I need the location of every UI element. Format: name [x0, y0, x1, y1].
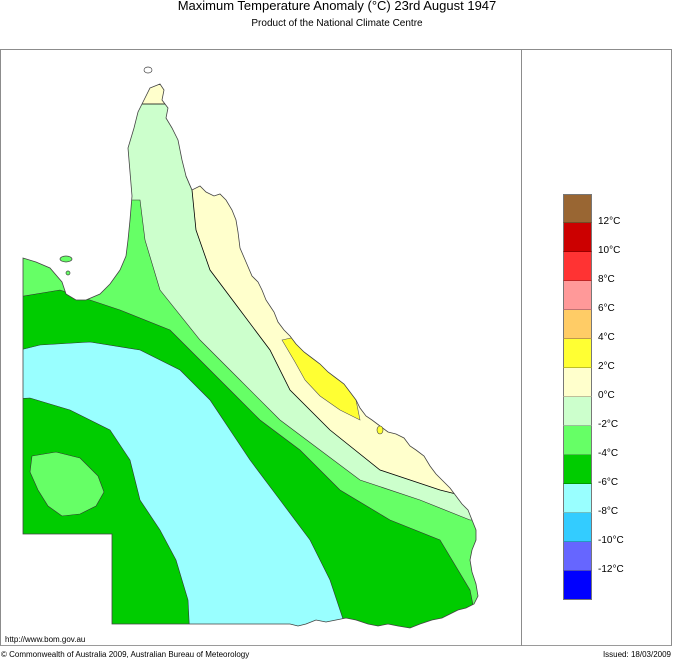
legend-label: 12°C [598, 216, 621, 227]
legend-band [563, 223, 592, 252]
page-title: Maximum Temperature Anomaly (°C) 23rd Au… [177, 0, 497, 13]
legend-band [563, 455, 592, 484]
legend-band [563, 368, 592, 397]
legend-band [563, 281, 592, 310]
legend-band [563, 310, 592, 339]
legend-label: 0°C [598, 390, 615, 401]
map-frame [0, 49, 672, 646]
legend-band [563, 513, 592, 542]
legend-label: -2°C [598, 419, 619, 430]
legend-label: 4°C [598, 332, 615, 343]
issued-date: Issued: 18/03/2009 [602, 650, 671, 659]
copyright-notice: © Commonwealth of Australia 2009, Austra… [1, 650, 250, 659]
legend-label: -4°C [598, 448, 619, 459]
legend-label: 10°C [598, 245, 621, 256]
legend-label: -6°C [598, 477, 619, 488]
legend-label: 6°C [598, 303, 615, 314]
source-url[interactable]: http://www.bom.gov.au [5, 635, 86, 644]
legend-label: -12°C [598, 564, 624, 575]
legend-band [563, 339, 592, 368]
legend-label: 2°C [598, 361, 615, 372]
legend-label: -10°C [598, 535, 624, 546]
legend-divider [521, 49, 522, 646]
legend-band [563, 194, 592, 223]
color-legend [563, 194, 592, 600]
legend-band [563, 397, 592, 426]
legend-label: -8°C [598, 506, 619, 517]
legend-band [563, 542, 592, 571]
legend-band [563, 571, 592, 600]
legend-band [563, 252, 592, 281]
legend-band [563, 484, 592, 513]
legend-band [563, 426, 592, 455]
legend-label: 8°C [598, 274, 615, 285]
queensland-anomaly-map [22, 66, 479, 629]
page-subtitle: Product of the National Climate Centre [251, 18, 423, 29]
